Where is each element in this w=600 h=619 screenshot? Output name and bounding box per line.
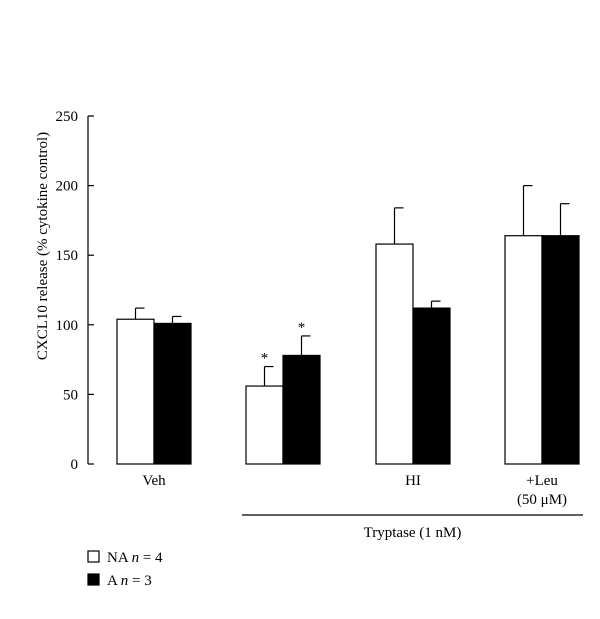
- category-label: Veh: [142, 473, 166, 489]
- significance-markers: **: [261, 320, 306, 367]
- legend-label: A n = 3: [107, 573, 152, 589]
- bar: [153, 322, 192, 465]
- y-tick-label: 50: [63, 387, 78, 403]
- significance-asterisk: *: [298, 320, 306, 336]
- category-sublabel: (50 μM): [517, 492, 567, 508]
- bar: [116, 318, 155, 465]
- legend: NA n = 4 A n = 3: [87, 550, 163, 589]
- legend-label: NA n = 4: [107, 550, 163, 566]
- y-tick-label: 100: [56, 318, 79, 334]
- bar: [245, 385, 284, 465]
- y-axis-title: CXCL10 release (% cytokine control): [35, 132, 51, 360]
- category-label: HI: [405, 473, 421, 489]
- tryptase-group: Tryptase (1 nM): [242, 514, 583, 541]
- bar: [412, 307, 451, 465]
- category-labels: Veh HI +Leu (50 μM): [142, 473, 567, 508]
- bar: [375, 243, 414, 465]
- category-label: +Leu: [526, 473, 558, 489]
- y-tick-label: 250: [56, 109, 79, 125]
- group-label: Tryptase (1 nM): [364, 525, 462, 541]
- legend-swatch: [87, 573, 100, 586]
- y-tick-label: 150: [56, 248, 79, 264]
- bar: [282, 354, 321, 465]
- y-tick-label: 0: [71, 457, 79, 473]
- error-bars: [134, 185, 570, 387]
- bar: [541, 235, 580, 465]
- y-axis: 0 50 100 150 200 250: [56, 109, 94, 473]
- legend-swatch: [87, 550, 100, 563]
- significance-asterisk: *: [261, 351, 269, 367]
- y-tick-label: 200: [56, 179, 79, 195]
- bar: [504, 235, 543, 465]
- bars: [116, 235, 580, 465]
